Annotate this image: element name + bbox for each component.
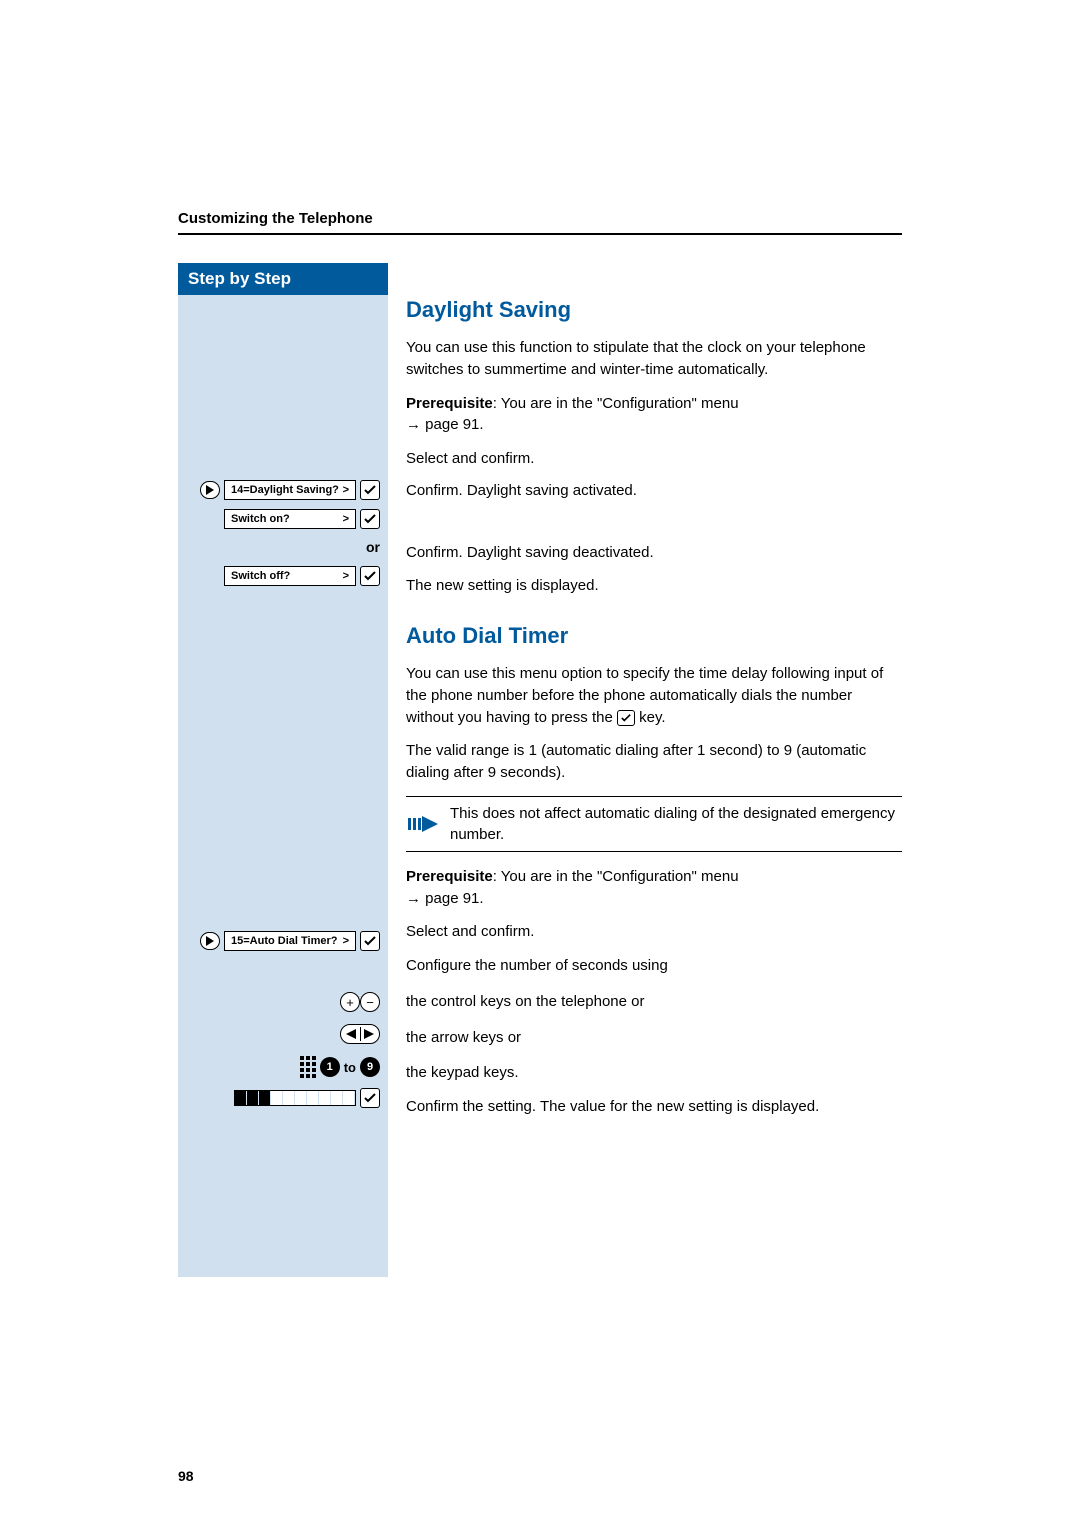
display-label: Switch off? <box>231 570 290 582</box>
para-activated: Confirm. Daylight saving activated. <box>406 480 902 502</box>
content-column: Daylight Saving You can use this functio… <box>406 263 902 1277</box>
or-separator: or <box>366 539 380 555</box>
prereq-text: : You are in the "Configuration" menu <box>493 395 739 412</box>
key-9-icon: 9 <box>360 1057 380 1077</box>
chevron-right-icon: > <box>343 513 349 525</box>
prereq-text: : You are in the "Configuration" menu <box>493 868 739 885</box>
keypad-grid-icon <box>300 1056 316 1078</box>
step-column: Step by Step 14=Daylight Saving? > <box>178 263 388 1277</box>
to-label: to <box>344 1060 356 1075</box>
step-by-step-heading: Step by Step <box>178 263 388 295</box>
chevron-right-icon: > <box>343 570 349 582</box>
para-autodial-intro: You can use this menu option to specify … <box>406 663 902 728</box>
note-text: This does not affect automatic dialing o… <box>450 803 902 845</box>
text: key. <box>635 709 666 726</box>
confirm-key-icon <box>360 566 380 586</box>
step-row-daylight: 14=Daylight Saving? > <box>200 480 380 500</box>
para-new-setting: The new setting is displayed. <box>406 575 902 597</box>
display-switch-on: Switch on? > <box>224 509 356 529</box>
display-autodial: 15=Auto Dial Timer? > <box>224 931 356 951</box>
para-select-confirm-2: Select and confirm. <box>406 921 902 943</box>
page-header: Customizing the Telephone <box>178 210 902 235</box>
control-keys-icon: +− <box>340 992 380 1012</box>
step-row-progress <box>234 1088 380 1108</box>
display-daylight: 14=Daylight Saving? > <box>224 480 356 500</box>
display-label: 15=Auto Dial Timer? <box>231 935 337 947</box>
note-icon <box>406 803 440 845</box>
para-range: The valid range is 1 (automatic dialing … <box>406 740 902 784</box>
main-columns: Step by Step 14=Daylight Saving? > <box>178 263 902 1277</box>
page-ref: → page 91. <box>406 890 484 907</box>
chevron-right-icon: > <box>343 935 349 947</box>
para-intro-daylight: You can use this function to stipulate t… <box>406 337 902 381</box>
arrow-keys-icon <box>340 1024 380 1044</box>
para-prereq-2: Prerequisite: You are in the "Configurat… <box>406 866 902 910</box>
level-bar-icon <box>234 1090 356 1106</box>
minus-key-icon: − <box>360 992 380 1012</box>
display-label: Switch on? <box>231 513 290 525</box>
display-switch-off: Switch off? > <box>224 566 356 586</box>
step-row-switch-off: Switch off? > <box>224 566 380 586</box>
step-body: 14=Daylight Saving? > Switch on? > <box>178 295 388 1277</box>
step-row-arrows <box>340 1024 380 1044</box>
confirm-key-icon <box>360 509 380 529</box>
para-configure: Configure the number of seconds using <box>406 955 902 977</box>
display-label: 14=Daylight Saving? <box>231 484 339 496</box>
key-1-icon: 1 <box>320 1057 340 1077</box>
page-ref: → page 91. <box>406 416 484 433</box>
confirm-key-icon <box>360 931 380 951</box>
confirm-key-icon <box>360 1088 380 1108</box>
para-select-confirm: Select and confirm. <box>406 448 902 470</box>
para-control-keys: the control keys on the telephone or <box>406 991 902 1013</box>
chevron-right-icon: > <box>343 484 349 496</box>
step-row-keypad: 1 to 9 <box>300 1056 380 1078</box>
para-keypad-keys: the keypad keys. <box>406 1062 902 1084</box>
nav-right-icon <box>200 481 220 499</box>
prereq-label: Prerequisite <box>406 395 493 412</box>
step-row-switch-on: Switch on? > <box>224 509 380 529</box>
para-deactivated: Confirm. Daylight saving deactivated. <box>406 542 902 564</box>
confirm-key-icon <box>360 480 380 500</box>
heading-daylight-saving: Daylight Saving <box>406 297 902 323</box>
step-row-plusminus: +− <box>340 992 380 1012</box>
plus-key-icon: + <box>340 992 360 1012</box>
page-number: 98 <box>178 1468 194 1484</box>
confirm-key-icon <box>617 710 635 726</box>
para-prereq-1: Prerequisite: You are in the "Configurat… <box>406 393 902 437</box>
note-box: This does not affect automatic dialing o… <box>406 796 902 852</box>
para-confirm-setting: Confirm the setting. The value for the n… <box>406 1096 902 1118</box>
nav-right-icon <box>200 932 220 950</box>
prereq-label: Prerequisite <box>406 868 493 885</box>
heading-auto-dial: Auto Dial Timer <box>406 623 902 649</box>
step-row-autodial: 15=Auto Dial Timer? > <box>200 931 380 951</box>
para-arrow-keys: the arrow keys or <box>406 1027 902 1049</box>
